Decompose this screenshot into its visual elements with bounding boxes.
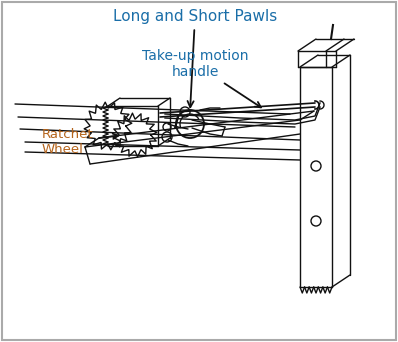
Text: Long and Short Pawls: Long and Short Pawls	[113, 10, 277, 107]
Text: Ratchet
Wheel: Ratchet Wheel	[42, 128, 118, 156]
Text: Take-up motion
handle: Take-up motion handle	[142, 49, 261, 107]
